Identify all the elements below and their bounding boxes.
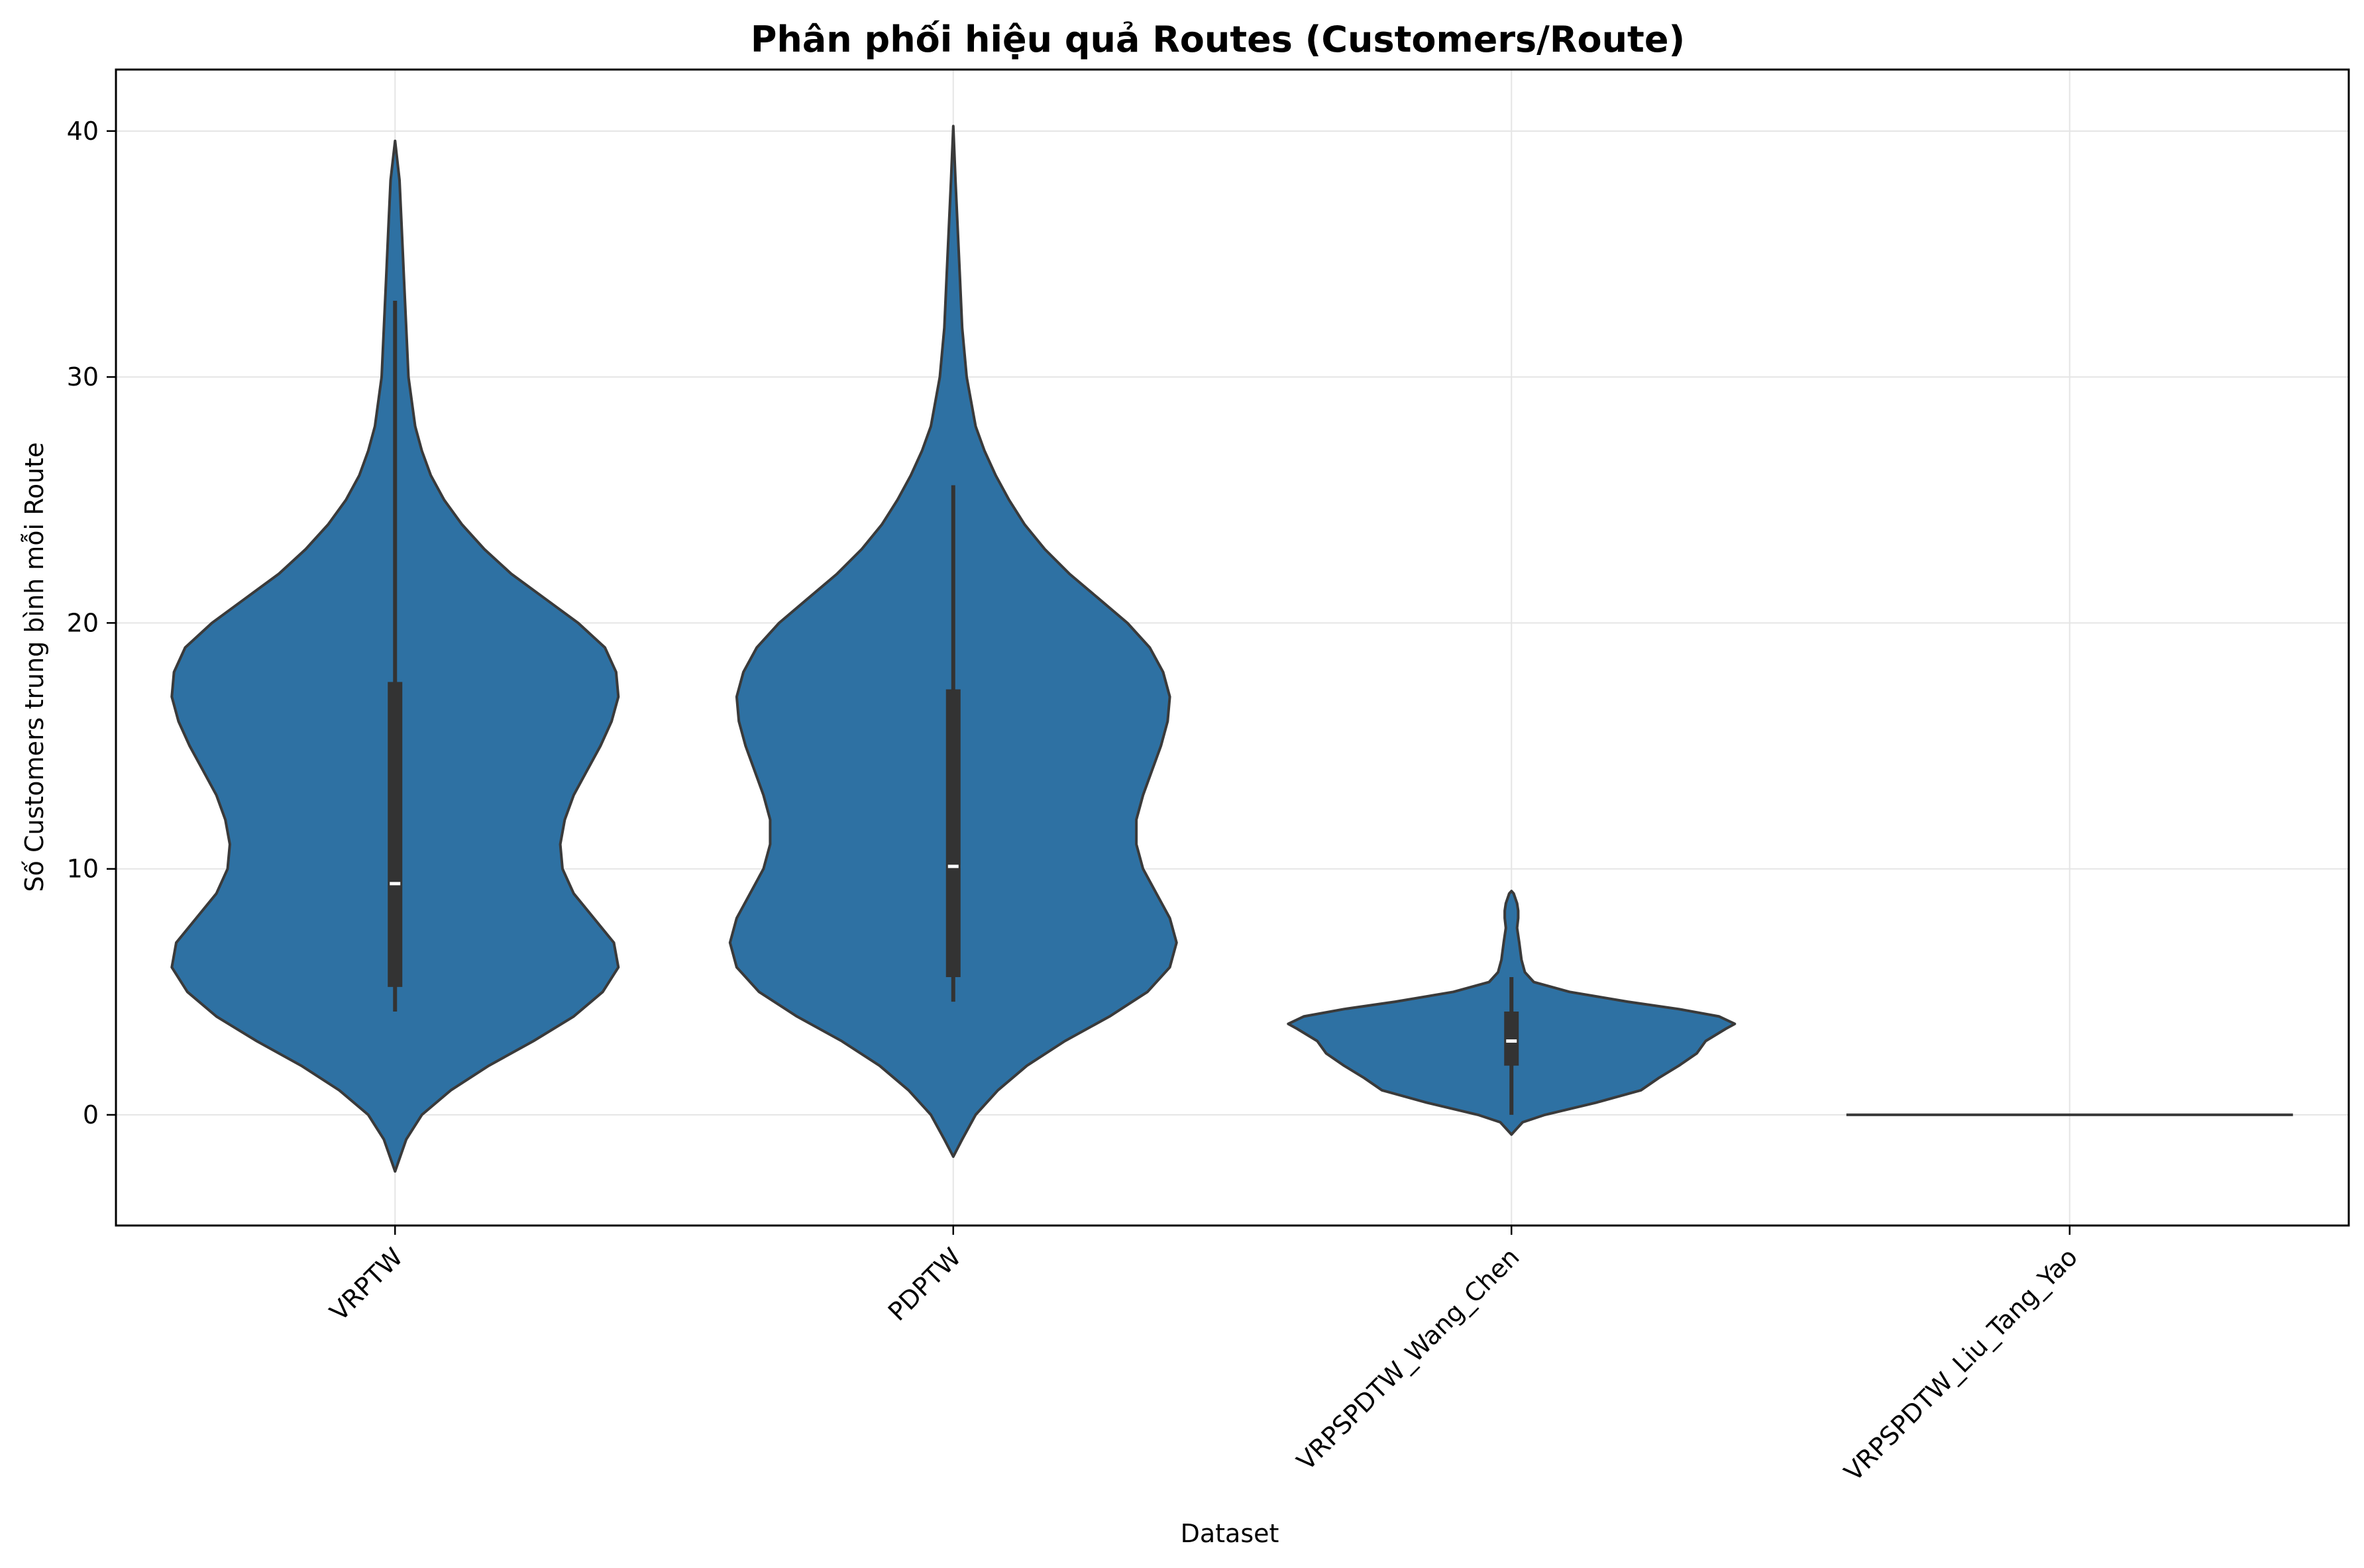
y-axis-label: Số Customers trung bình mỗi Route xyxy=(20,443,49,892)
x-axis-label: Dataset xyxy=(1181,1519,1279,1548)
violin-vrpspdtw_wang_chen xyxy=(1287,890,1737,1136)
violin-pdptw xyxy=(728,125,1178,1158)
violin-iqr-box xyxy=(388,682,403,987)
y-tick-label: 10 xyxy=(67,855,99,884)
y-tick-label: 40 xyxy=(67,117,99,146)
y-tick-label: 20 xyxy=(67,608,99,637)
y-tick-label: 0 xyxy=(83,1100,99,1129)
violin-layer xyxy=(170,125,2293,1173)
violin-vrptw xyxy=(170,139,620,1173)
y-axis: 0 10 20 30 40 xyxy=(67,117,116,1129)
y-tick-label: 30 xyxy=(67,362,99,392)
chart-title: Phân phối hiệu quả Routes (Customers/Rou… xyxy=(751,19,1685,60)
violin-iqr-box xyxy=(1504,1011,1519,1066)
violin-iqr-box xyxy=(945,689,961,978)
plot-frame xyxy=(115,68,2350,1227)
